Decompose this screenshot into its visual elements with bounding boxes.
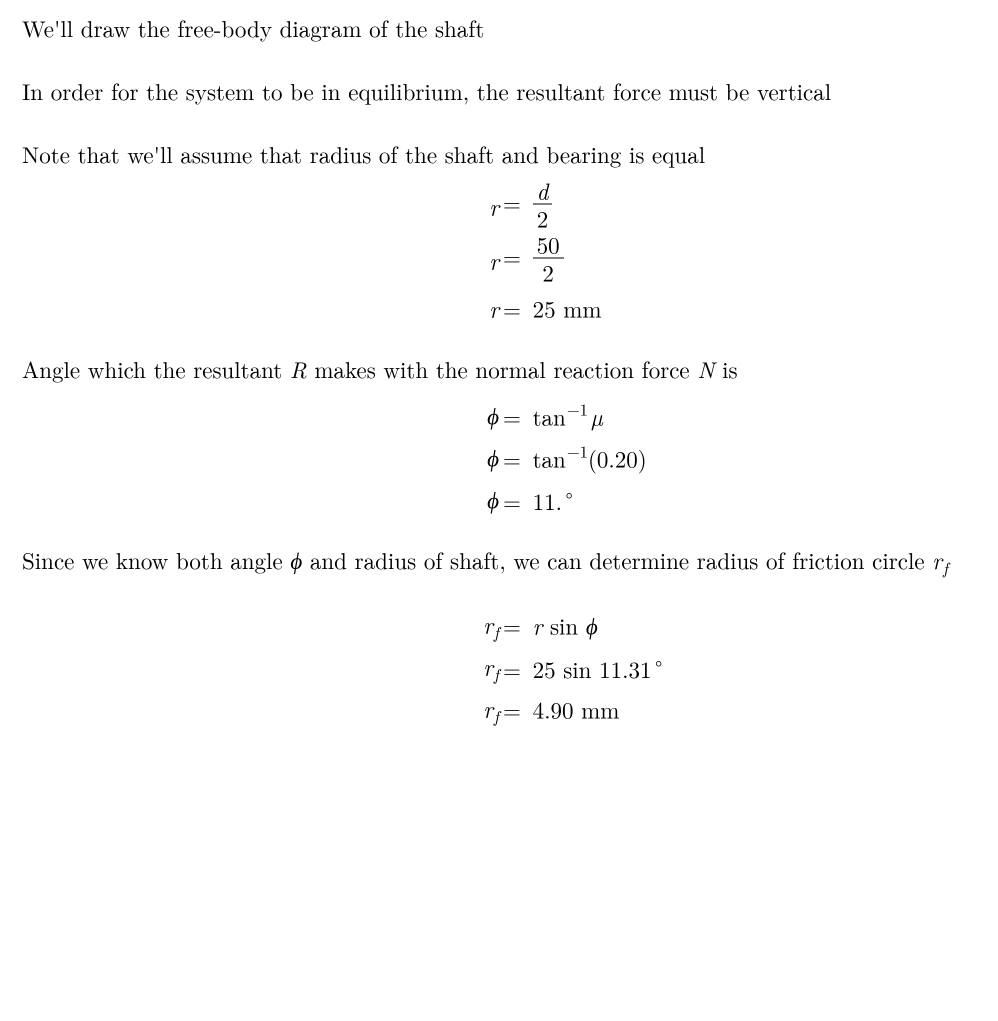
eq-rf-result: rf = 4.90 mm: [22, 688, 976, 730]
paragraph-2: In order for the system to be in equilib…: [22, 75, 976, 106]
equation-block-phi: ϕ = tan−1µ ϕ = tan−1(0.20) ϕ = 11.◦: [22, 394, 976, 520]
eq-phi-def: ϕ = tan−1µ: [22, 394, 976, 436]
paragraph-1: We'll draw the free-body diagram of the …: [22, 12, 976, 43]
eq-r-result: r = 25 mm: [22, 287, 976, 329]
equation-block-radius: r = d2 r = 502 r = 25 mm: [22, 179, 976, 329]
eq-r-def: r = d2: [22, 179, 976, 233]
eq-rf-sub: rf = 25 sin 11.31◦: [22, 646, 976, 688]
eq-rf-def: rf = r sin ϕ: [22, 604, 976, 646]
eq-r-sub: r = 502: [22, 233, 976, 287]
eq-phi-result: ϕ = 11.◦: [22, 478, 976, 520]
eq-phi-sub: ϕ = tan−1(0.20): [22, 436, 976, 478]
paragraph-3: Note that we'll assume that radius of th…: [22, 138, 976, 169]
paragraph-5: Since we know both angle ϕ and radius of…: [22, 544, 976, 578]
equation-block-rf: rf = r sin ϕ rf = 25 sin 11.31◦ rf = 4.9…: [22, 604, 976, 730]
paragraph-4: Angle which the resultant R makes with t…: [22, 353, 976, 384]
